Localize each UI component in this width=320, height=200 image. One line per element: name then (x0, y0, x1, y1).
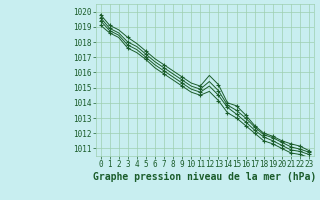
X-axis label: Graphe pression niveau de la mer (hPa): Graphe pression niveau de la mer (hPa) (93, 172, 316, 182)
